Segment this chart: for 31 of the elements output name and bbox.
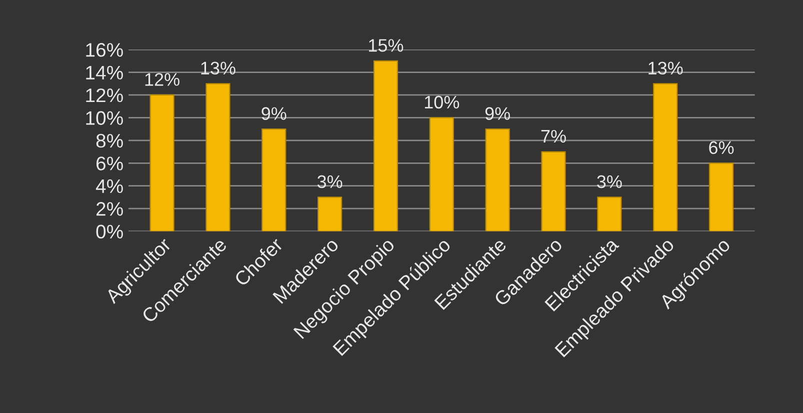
bar: [541, 151, 566, 232]
data-label: 6%: [709, 141, 734, 154]
y-tick-label: 16%: [86, 43, 123, 57]
y-tick-label: 2%: [96, 202, 123, 216]
bar: [485, 128, 510, 232]
y-tick-label: 6%: [96, 156, 123, 170]
data-label: 3%: [597, 175, 622, 188]
bar: [150, 94, 174, 232]
data-label: 10%: [424, 96, 460, 109]
bar: [373, 60, 398, 232]
y-tick-label: 4%: [96, 179, 123, 194]
bar: [653, 83, 678, 232]
data-label: 9%: [262, 107, 286, 120]
bar: [597, 196, 622, 232]
data-label: 13%: [648, 62, 683, 75]
data-label: 15%: [369, 39, 404, 52]
y-tick-label: 12%: [86, 88, 123, 102]
data-label: 9%: [485, 107, 510, 120]
y-tick-label: 8%: [96, 134, 123, 148]
data-label: 13%: [201, 62, 236, 75]
y-tick-label: 10%: [86, 111, 123, 125]
y-tick-label: 14%: [86, 66, 123, 80]
bar: [429, 117, 454, 232]
data-label: 7%: [541, 130, 566, 143]
data-label: 3%: [317, 175, 342, 188]
data-label: 12%: [145, 73, 180, 86]
bar: [262, 128, 286, 232]
y-tick-label: 0%: [96, 224, 123, 239]
bar: [318, 196, 342, 232]
bar: [708, 162, 734, 232]
bar: [206, 83, 230, 232]
